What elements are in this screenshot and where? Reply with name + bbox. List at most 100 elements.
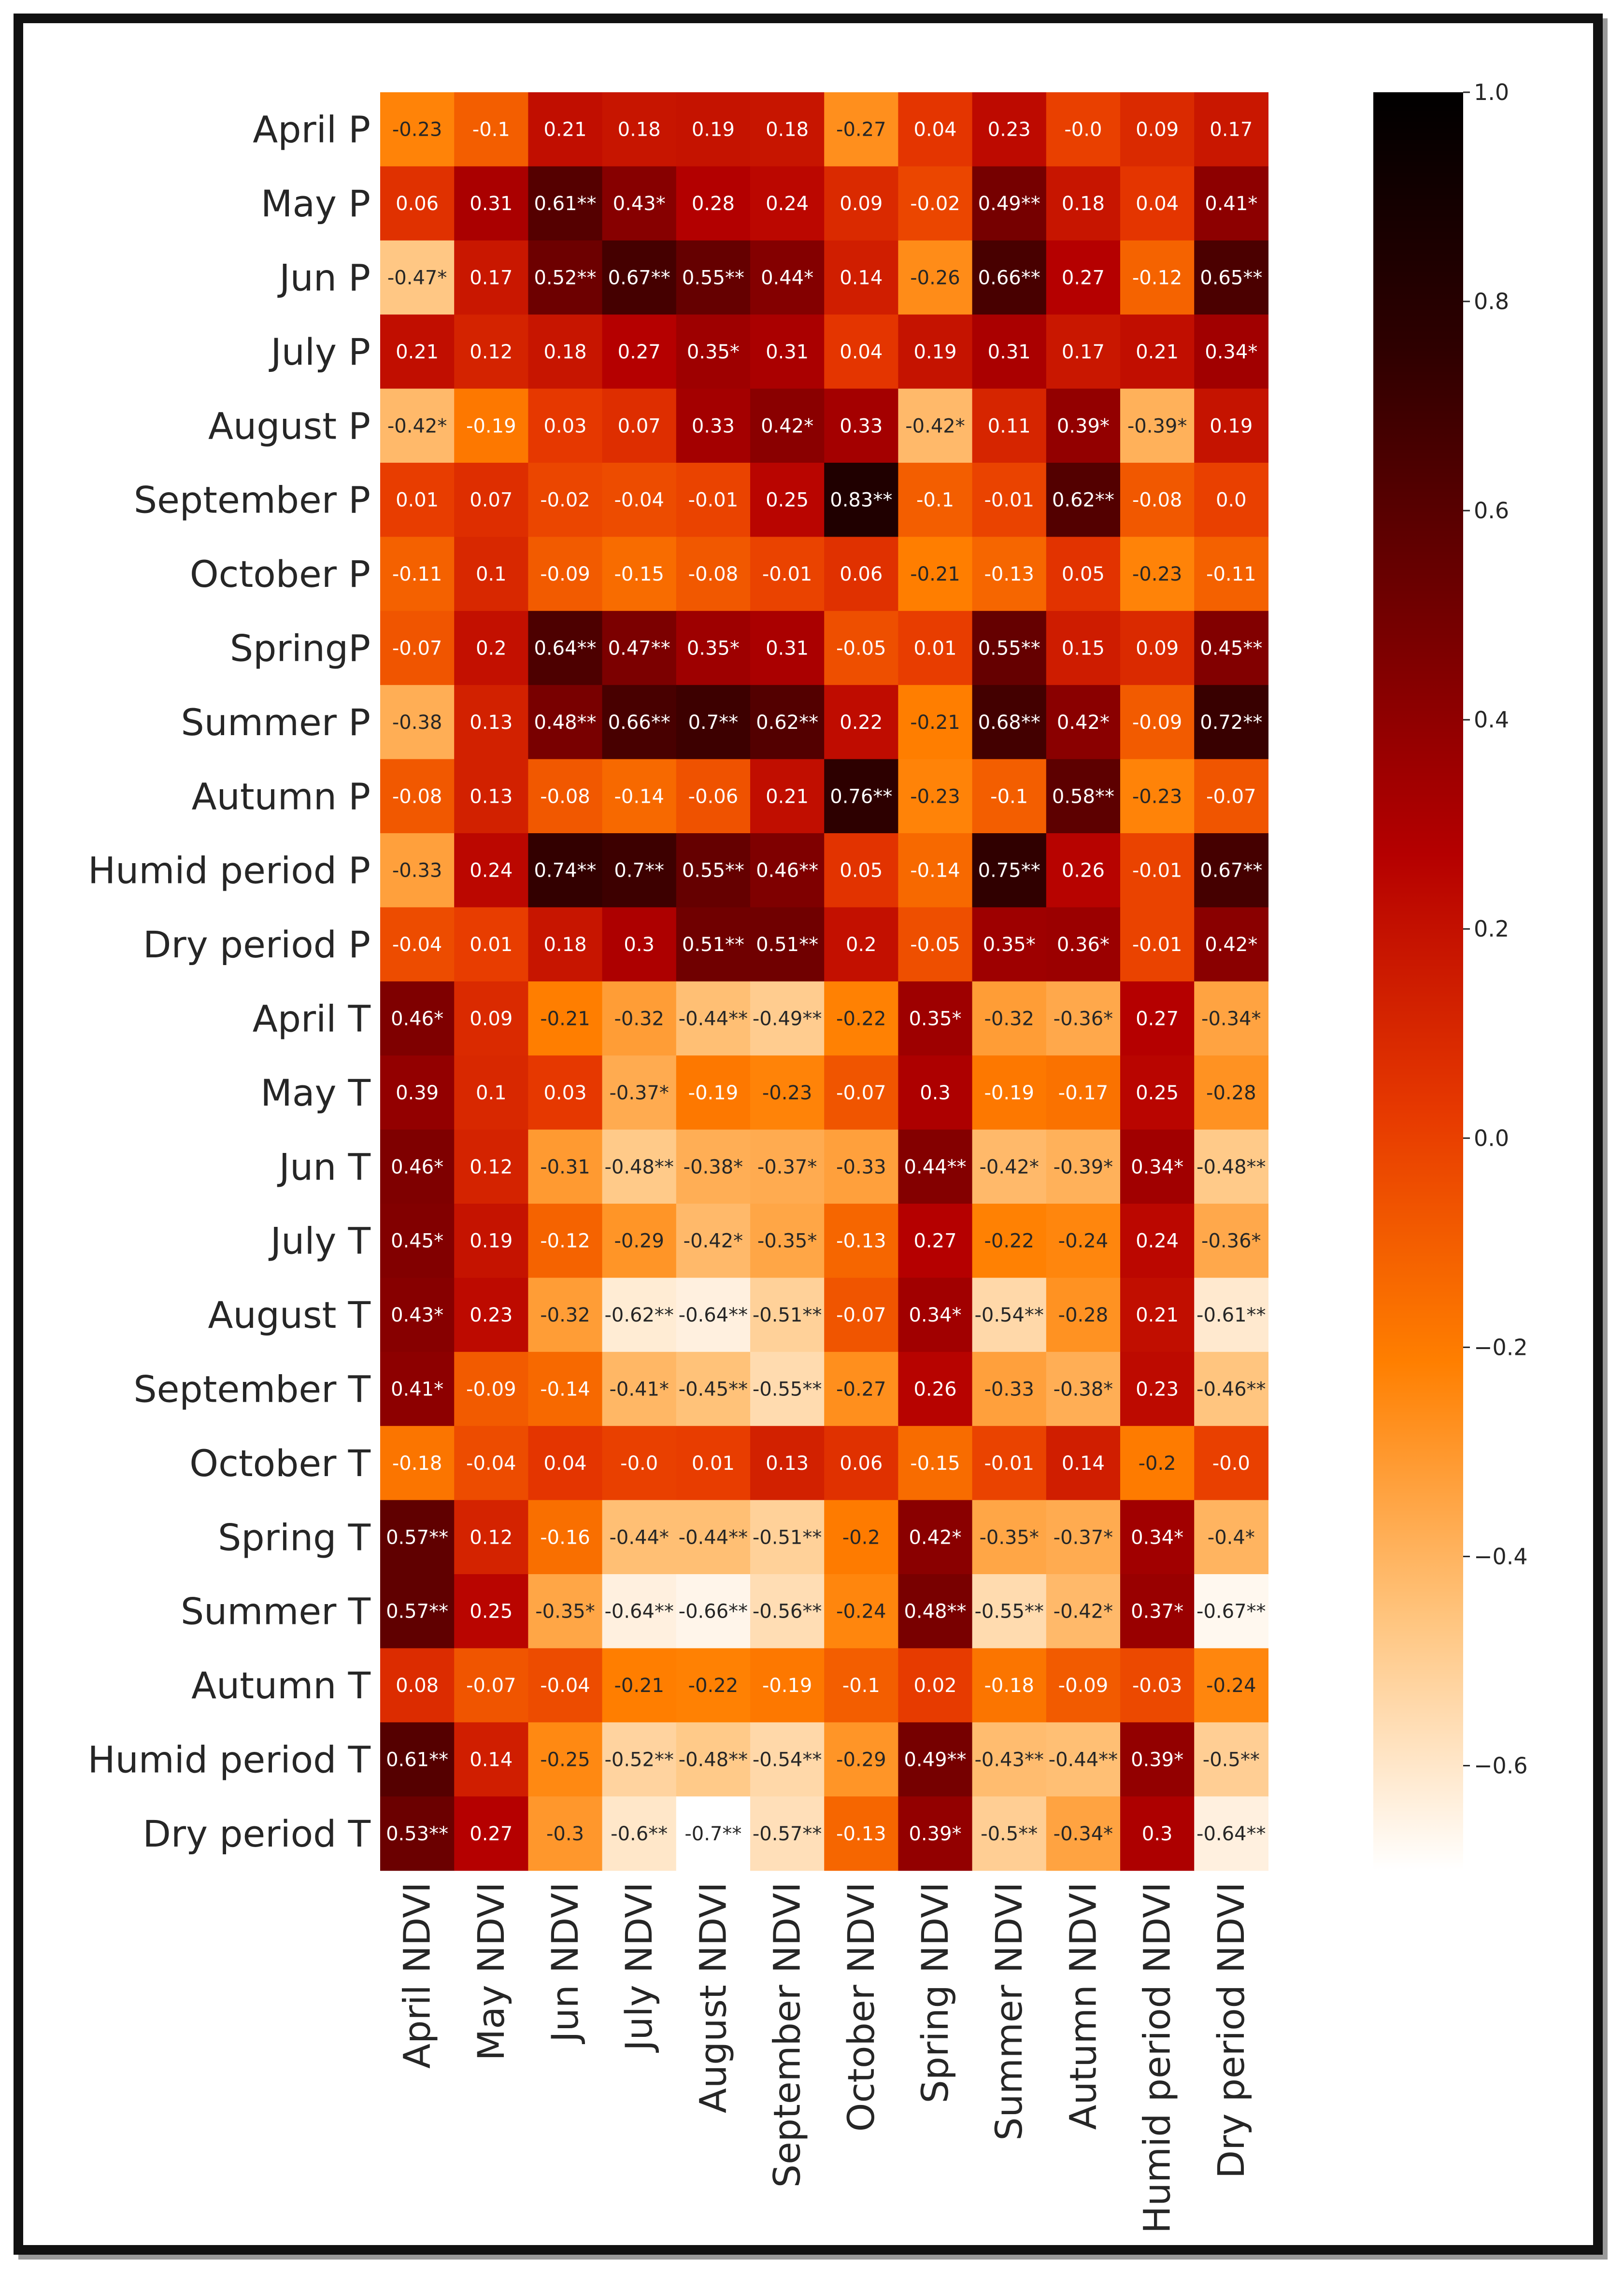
heatmap-cell [972,759,1047,834]
cell-value-label: 0.07 [618,415,661,437]
heatmap-cell [824,611,898,685]
cell-value-label: 0.24 [1136,1230,1179,1252]
colorbar: 1.0 0.8 0.6 0.4 0.2 0.0 −0.2 −0.4 −0.6 [1373,79,1528,1870]
cell-value-label: 0.66** [978,267,1040,289]
cell-value-label: 0.67** [608,267,670,289]
heatmap-cell [454,1129,528,1204]
cell-value-label: 0.76** [830,785,892,808]
cell-value-label: 0.06 [396,193,439,215]
heatmap-cell [898,1500,973,1575]
column-label: Autumn NDVI [1061,1882,1104,2130]
cell-value-label: 0.13 [470,711,513,734]
cell-value-label: 0.0 [1216,489,1247,512]
cell-value-label: -0.5** [981,1823,1038,1845]
cell-value-label: -0.1 [472,119,510,141]
column-labels: April NDVI May NDVI Jun NDVI July NDVI Augus… [396,1882,1253,2234]
heatmap-cell [380,1129,455,1204]
heatmap-cell [1194,611,1268,685]
cell-value-label: 0.62** [1052,489,1114,512]
heatmap-cell [972,1351,1047,1426]
cell-value-label: -0.17 [1058,1082,1109,1104]
cell-value-label: -0.33 [984,1379,1034,1401]
heatmap-cell [898,388,973,463]
cell-value-label: -0.04 [540,1675,590,1697]
heatmap-cell [528,907,603,982]
heatmap-cell [380,537,455,611]
cell-value-label: -0.07 [836,1082,886,1104]
cell-value-label: -0.13 [836,1230,886,1252]
heatmap-cell [454,833,528,908]
cell-value-label: 0.7** [688,711,739,734]
heatmap-cell [1120,463,1195,537]
cell-value-label: 0.41* [1205,193,1257,215]
heatmap-cell [1194,1574,1268,1649]
cell-value-label: -0.22 [984,1230,1034,1252]
row-label: July T [269,1220,371,1263]
cell-value-label: 0.55** [682,860,744,882]
cell-value-label: -0.24 [836,1601,886,1623]
heatmap-cell [528,92,603,167]
heatmap-cell [602,314,677,389]
heatmap-cell [824,166,898,241]
heatmap-cell [1120,1426,1195,1501]
cell-value-label: 0.1 [476,563,507,585]
heatmap-cell [676,537,751,611]
heatmap-cell [454,1426,528,1501]
cell-value-label: 0.21 [543,119,586,141]
heatmap-cell [972,1426,1047,1501]
cell-value-label: 0.25 [470,1601,513,1623]
heatmap-cell [602,463,677,537]
cell-value-label: 0.41* [391,1379,443,1401]
cell-value-label: -0.44** [679,1008,748,1030]
cell-value-label: 0.39* [909,1823,961,1845]
cell-value-label: -0.2 [842,1526,880,1549]
row-label: SpringP [230,627,370,670]
heatmap-cell [676,981,751,1056]
heatmap-cell [750,759,825,834]
heatmap-cell [380,1796,455,1871]
heatmap-cell [602,1278,677,1352]
cell-value-label: -0.44* [609,1526,669,1549]
heatmap-cell [1194,1648,1268,1723]
heatmap-cell [972,166,1047,241]
cell-value-label: -0.04 [466,1452,516,1475]
colorbar-tick-label: 0.8 [1474,288,1509,314]
heatmap-cell [898,1426,973,1501]
colorbar-tick-label: 0.6 [1474,498,1509,524]
heatmap-cell [1046,92,1121,167]
cell-value-label: 0.01 [692,1452,735,1475]
cell-value-label: -0.42* [387,415,447,437]
cell-value-label: 0.72** [1200,711,1262,734]
heatmap-cells [380,92,1268,1871]
row-label: October P [190,553,370,596]
heatmap-cell [750,1055,825,1130]
cell-value-label: -0.0 [1064,119,1102,141]
heatmap-cell [1194,1055,1268,1130]
heatmap-cell [750,166,825,241]
cell-value-label: -0.05 [836,638,886,660]
heatmap-cell [676,1351,751,1426]
heatmap-cell [1194,685,1268,760]
heatmap-cell [972,611,1047,685]
heatmap-cell [528,981,603,1056]
row-label: Summer T [181,1590,371,1633]
heatmap-cell [528,1426,603,1501]
row-label: August T [208,1294,370,1337]
cell-value-label: -0.07 [392,638,442,660]
cell-value-label: 0.01 [470,934,513,956]
column-label: May NDVI [470,1882,513,2061]
cell-value-label: -0.33 [836,1156,886,1178]
cell-value-label: -0.25 [540,1749,590,1771]
row-label: September P [134,479,370,522]
heatmap-cell [676,685,751,760]
heatmap-cell [898,611,973,685]
heatmap-cell [750,685,825,760]
cell-value-label: -0.21 [910,563,960,585]
cell-value-label: -0.07 [1206,785,1256,808]
cell-value-label: 0.31 [470,193,513,215]
heatmap-cell [972,240,1047,315]
cell-value-label: 0.34* [1205,341,1257,363]
heatmap-cell [1120,166,1195,241]
cell-value-label: -0.7** [684,1823,741,1845]
row-label: Spring T [218,1516,370,1559]
